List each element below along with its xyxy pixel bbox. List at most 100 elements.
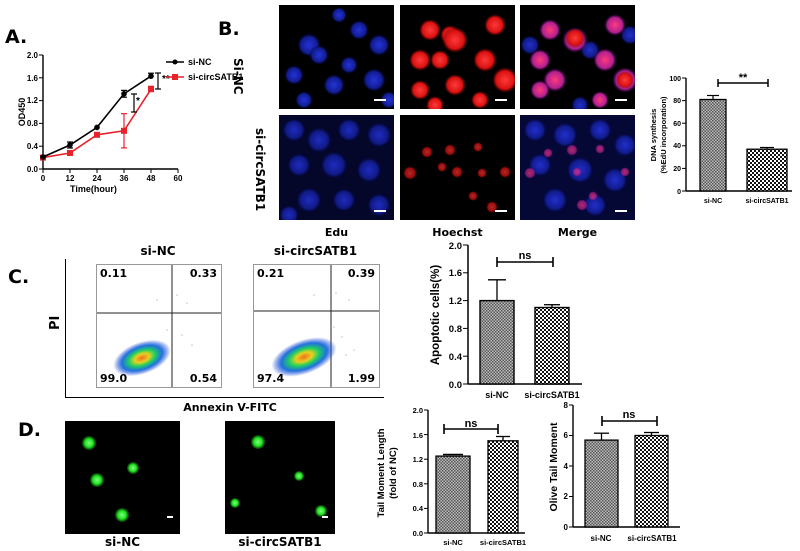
olive-tail-moment-bar-chart: 0 2 4 6 8 Olive Tail Moment ns si-NC si-…	[548, 401, 680, 543]
image-hoechst-si-circsatb1	[400, 115, 515, 220]
panel-d-label: D.	[18, 419, 41, 441]
svg-text:4: 4	[564, 462, 569, 471]
svg-text:si-circSATB1: si-circSATB1	[745, 198, 788, 205]
svg-text:si-NC: si-NC	[591, 534, 612, 543]
svg-text:0.0: 0.0	[449, 380, 462, 391]
row-label-si-nc: Si-NC	[231, 58, 245, 95]
column-label-merge: Merge	[557, 226, 598, 239]
svg-text:100: 100	[669, 76, 681, 83]
svg-text:ns: ns	[519, 250, 532, 262]
comet-image-si-nc	[65, 421, 180, 534]
facs-plot-si-nc: 0.11 0.33 99.0 0.54	[96, 264, 222, 388]
quadrant-ll: 97.4	[257, 372, 285, 385]
svg-text:1.2: 1.2	[413, 455, 423, 464]
image-edu-si-circsatb1	[279, 115, 394, 220]
svg-text:**: **	[162, 74, 170, 85]
svg-text:Olive Tail Moment: Olive Tail Moment	[548, 422, 560, 512]
svg-text:2.0: 2.0	[27, 51, 39, 60]
image-merge-si-nc	[520, 5, 635, 109]
svg-text:8: 8	[564, 401, 569, 410]
column-label-hoechst: Hoechst	[432, 226, 483, 239]
svg-text:**: **	[739, 72, 748, 84]
facs-title-si-circsatb1: si-circSATB1	[273, 244, 358, 258]
bar-si-nc	[584, 439, 619, 528]
svg-text:0.8: 0.8	[413, 480, 423, 489]
scale-bar	[615, 210, 627, 212]
scale-bar	[374, 99, 386, 101]
row-label-si-circsatb1: si-circSATB1	[253, 128, 267, 212]
x-axis-label-annexin: Annexin V-FITC	[183, 401, 277, 414]
growth-curve-chart: 0.0 0.4 0.8 1.2 1.6 2.0 0 12 24 36 48 60…	[17, 51, 183, 183]
svg-text:*: *	[136, 96, 140, 107]
svg-text:(%EdU incorporation): (%EdU incorporation)	[659, 96, 668, 174]
bar-si-circsatb1	[634, 434, 669, 528]
svg-text:DNA synthesis: DNA synthesis	[649, 109, 658, 162]
significance-bracket	[443, 424, 499, 434]
svg-text:ns: ns	[623, 409, 636, 421]
svg-text:2: 2	[564, 492, 569, 501]
scale-bar	[495, 210, 507, 212]
scale-bar	[167, 516, 173, 518]
column-label-edu: Edu	[324, 226, 349, 239]
image-hoechst-si-nc	[400, 5, 515, 109]
svg-text:Tail Moment Length: Tail Moment Length	[376, 428, 387, 517]
image-merge-si-circsatb1	[520, 115, 635, 220]
svg-text:si-circSATB1: si-circSATB1	[480, 538, 526, 547]
bar-si-nc	[699, 98, 727, 192]
svg-text:2.0: 2.0	[449, 241, 462, 252]
panel-b-label: B.	[218, 18, 240, 40]
svg-text:6: 6	[564, 431, 569, 440]
svg-text:36: 36	[120, 174, 129, 183]
significance-bracket	[717, 79, 769, 87]
svg-text:40: 40	[673, 143, 681, 150]
svg-text:1.6: 1.6	[27, 74, 39, 83]
facs-title-si-nc: si-NC	[140, 244, 176, 258]
svg-text:60: 60	[673, 121, 681, 128]
scale-bar	[615, 99, 627, 101]
tail-moment-length-bar-chart: 0.0 0.4 0.8 1.2 1.6 2.0 Tail Moment Leng…	[376, 406, 526, 547]
scale-bar	[374, 210, 386, 212]
significance-bracket	[496, 257, 554, 267]
scale-bar	[322, 516, 328, 518]
apoptosis-bar-chart: 0.0 0.4 0.8 1.2 1.6 2.0 Apoptotic cells(…	[430, 241, 582, 400]
significance-brackets	[131, 72, 161, 113]
bar-si-nc	[435, 455, 471, 534]
quadrant-ul: 0.21	[257, 267, 285, 280]
x-axis-label-a: Time(hour)	[70, 184, 117, 194]
svg-text:0.8: 0.8	[449, 324, 462, 335]
comet-label-si-nc: si-NC	[104, 535, 141, 549]
bar-si-circsatb1	[746, 148, 788, 192]
svg-text:si-circSATB1: si-circSATB1	[524, 390, 579, 400]
svg-text:0.4: 0.4	[413, 504, 424, 513]
quadrant-lr: 0.54	[189, 372, 217, 385]
svg-text:(fold of NC): (fold of NC)	[388, 447, 399, 499]
svg-text:20: 20	[673, 166, 681, 173]
svg-text:48: 48	[147, 174, 156, 183]
x-ticks: 0 12 24 36 48 60	[41, 169, 183, 183]
svg-text:si-circSATB1: si-circSATB1	[627, 534, 677, 543]
svg-text:2.0: 2.0	[413, 406, 423, 415]
legend-item-si-circsatb1: si-circSATB1	[166, 69, 243, 84]
quadrant-lr: 1.99	[347, 372, 375, 385]
bar-si-nc	[479, 299, 515, 385]
comet-label-si-circsatb1: si-circSATB1	[238, 535, 322, 549]
svg-text:0: 0	[41, 174, 46, 183]
svg-text:1.2: 1.2	[449, 296, 462, 307]
svg-text:60: 60	[174, 174, 183, 183]
svg-text:Apoptotic cells(%): Apoptotic cells(%)	[430, 265, 442, 365]
facs-plot-si-circsatb1: 0.21 0.39 97.4 1.99	[253, 264, 380, 388]
svg-text:0.8: 0.8	[27, 119, 39, 128]
svg-text:1.2: 1.2	[27, 96, 39, 105]
bar-si-circsatb1	[534, 306, 570, 385]
edu-incorporation-bar-chart: 0 20 40 60 80 100 DNA synthesis (%EdU in…	[649, 72, 792, 205]
legend-a: si-NC si-circSATB1	[166, 54, 243, 84]
panel-a-label: A.	[5, 26, 28, 48]
svg-text:0: 0	[564, 523, 569, 532]
significance-bracket	[601, 416, 658, 426]
svg-text:0.4: 0.4	[449, 352, 463, 363]
panel-c-label: C.	[8, 266, 30, 288]
svg-text:ns: ns	[465, 418, 478, 430]
svg-text:12: 12	[66, 174, 75, 183]
legend-item-si-nc: si-NC	[166, 54, 243, 69]
svg-text:si-NC: si-NC	[704, 198, 722, 205]
